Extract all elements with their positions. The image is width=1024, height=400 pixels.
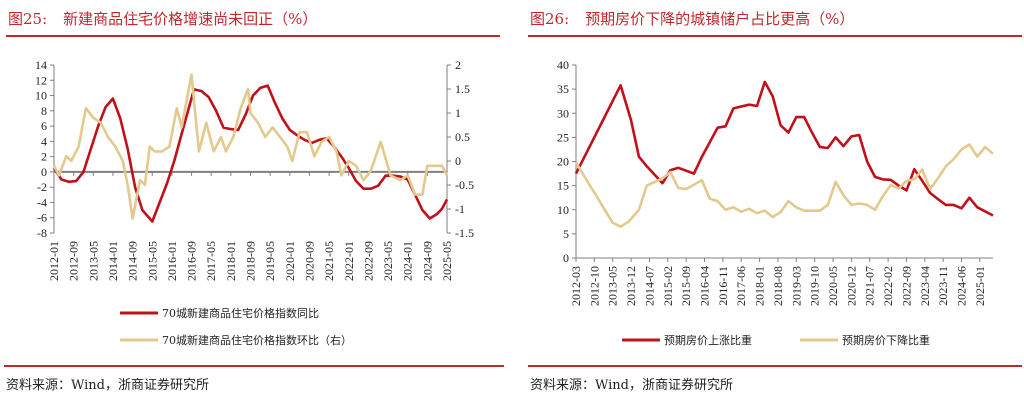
- y-tick-label-left: 14: [35, 58, 47, 72]
- y-tick-label-left: -8: [37, 226, 47, 240]
- x-tick-label: 2018-01: [753, 266, 767, 306]
- series-line-1: [574, 80, 994, 217]
- series-line-2: [52, 73, 449, 220]
- x-tick-label: 2020-12: [844, 266, 858, 306]
- y-tick-label-right: 2: [455, 58, 461, 72]
- legend-label: 预期房价上涨比重: [664, 333, 752, 347]
- y-tick-label-right: -1: [455, 202, 465, 216]
- y-tick-label-left: 20: [557, 155, 569, 169]
- x-tick-label: 2015-05: [145, 241, 159, 281]
- x-tick-label: 2014-09: [126, 241, 140, 281]
- x-tick-label: 2025-01: [973, 266, 987, 306]
- x-tick-label: 2020-01: [283, 241, 297, 281]
- x-tick-label: 2019-03: [789, 266, 803, 306]
- figure-number: 图25:: [8, 10, 48, 28]
- x-tick-label: 2014-07: [642, 266, 656, 306]
- y-tick-label-left: 6: [41, 119, 47, 133]
- y-tick-label-left: 12: [35, 73, 47, 87]
- y-tick-label-left: 35: [557, 82, 569, 96]
- x-tick-label: 2012-01: [47, 241, 61, 281]
- y-tick-label-left: 2: [41, 150, 47, 164]
- y-tick-label-left: 0: [41, 165, 47, 179]
- legend-label: 70城新建商品住宅价格指数同比: [162, 306, 319, 320]
- x-tick-label: 2012-09: [67, 241, 81, 281]
- y-tick-label-left: 4: [41, 134, 47, 148]
- legend-label: 70城新建商品住宅价格指数环比（右）: [162, 333, 352, 347]
- y-tick-label-left: 10: [35, 89, 47, 103]
- x-tick-label: 2013-05: [86, 241, 100, 281]
- x-tick-label: 2022-09: [361, 241, 375, 281]
- x-tick-label: 2017-05: [204, 241, 218, 281]
- y-tick-label-right: -1.5: [455, 226, 474, 240]
- y-tick-label-left: 40: [557, 58, 569, 72]
- x-tick-label: 2020-09: [302, 241, 316, 281]
- x-tick-label: 2022-01: [342, 241, 356, 281]
- x-tick-label: 2018-01: [224, 241, 238, 281]
- figure-number: 图26:: [530, 10, 570, 28]
- series-line-2: [574, 143, 994, 228]
- y-tick-label-left: 5: [563, 227, 569, 241]
- x-tick-label: 2019-05: [263, 241, 277, 281]
- chart1-title: 图25: 新建商品住宅价格增速尚未回正（%）: [8, 8, 317, 29]
- legend-label: 预期房价下降比重: [842, 333, 930, 347]
- title-text: 新建商品住宅价格增速尚未回正（%）: [63, 10, 318, 28]
- y-tick-label-right: 1: [455, 106, 461, 120]
- x-tick-label: 2024-09: [420, 241, 434, 281]
- footer-rule: [528, 365, 1022, 367]
- x-tick-label: 2022-02: [881, 266, 895, 306]
- x-tick-label: 2015-02: [661, 266, 675, 306]
- y-tick-label-left: 25: [557, 130, 569, 144]
- y-tick-label-left: 15: [557, 179, 569, 193]
- x-tick-label: 2022-09: [899, 266, 913, 306]
- y-tick-label-right: 0: [455, 154, 461, 168]
- x-tick-label: 2014-01: [106, 241, 120, 281]
- x-tick-label: 2023-05: [381, 241, 395, 281]
- x-tick-label: 2023-04: [918, 266, 932, 306]
- title-rule: [6, 35, 500, 37]
- source-note: 资料来源：Wind，浙商证券研究所: [6, 378, 209, 393]
- x-tick-label: 2016-01: [165, 241, 179, 281]
- y-tick-label-left: 10: [557, 203, 569, 217]
- x-tick-label: 2024-01: [401, 241, 415, 281]
- x-tick-label: 2020-05: [826, 266, 840, 306]
- x-tick-label: 2018-08: [771, 266, 785, 306]
- x-tick-label: 2016-11: [716, 266, 730, 306]
- source-note: 资料来源：Wind，浙商证券研究所: [530, 378, 733, 393]
- x-tick-label: 2016-09: [185, 241, 199, 281]
- x-tick-label: 2013-12: [624, 266, 638, 306]
- x-tick-label: 2012-03: [569, 266, 583, 306]
- y-tick-label-left: 0: [563, 251, 569, 265]
- y-tick-label-right: -0.5: [455, 178, 474, 192]
- x-tick-label: 2018-09: [244, 241, 258, 281]
- series-line-1: [52, 84, 449, 223]
- x-tick-label: 2019-10: [808, 266, 822, 306]
- y-tick-label-right: 0.5: [455, 130, 470, 144]
- y-tick-label-left: -6: [37, 211, 47, 225]
- title-rule: [528, 35, 1022, 37]
- x-tick-label: 2024-06: [955, 266, 969, 306]
- x-tick-label: 2025-05: [440, 241, 454, 281]
- chart2-title: 图26: 预期房价下降的城镇储户占比更高（%）: [530, 8, 854, 29]
- footer-rule: [4, 365, 504, 367]
- x-tick-label: 2013-05: [606, 266, 620, 306]
- y-tick-label-right: 1.5: [455, 82, 470, 96]
- title-text: 预期房价下降的城镇储户占比更高（%）: [585, 10, 855, 28]
- y-tick-label-left: -4: [37, 195, 47, 209]
- x-tick-label: 2021-05: [322, 241, 336, 281]
- x-tick-label: 2015-09: [679, 266, 693, 306]
- x-tick-label: 2023-11: [936, 266, 950, 306]
- x-tick-label: 2021-07: [863, 266, 877, 306]
- y-tick-label-left: 30: [557, 106, 569, 120]
- x-tick-label: 2016-04: [698, 266, 712, 306]
- y-tick-label-left: 8: [41, 104, 47, 118]
- x-tick-label: 2012-10: [587, 266, 601, 306]
- y-tick-label-left: -2: [37, 180, 47, 194]
- x-tick-label: 2017-06: [734, 266, 748, 306]
